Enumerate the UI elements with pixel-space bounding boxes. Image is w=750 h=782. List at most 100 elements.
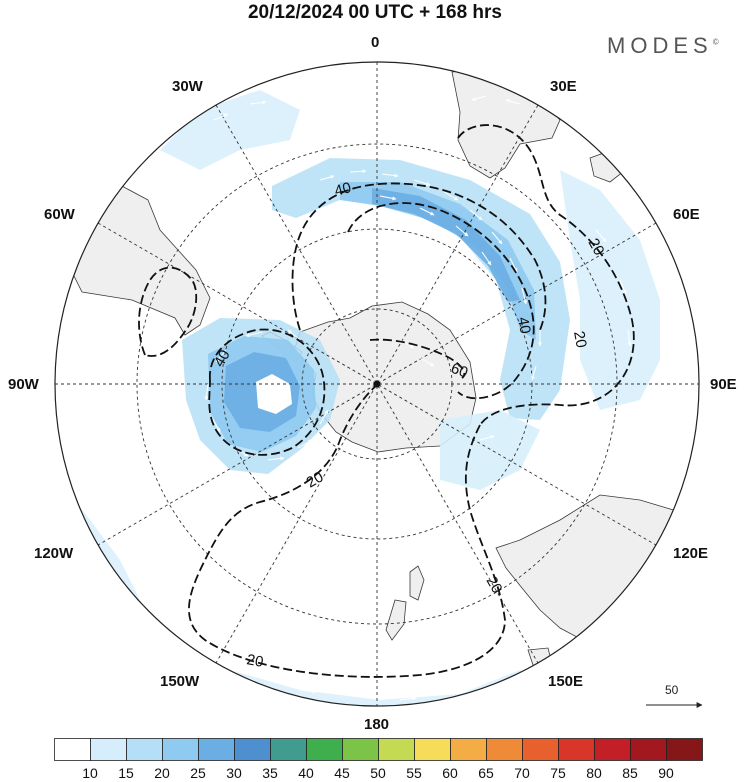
contour-labels: 20 20 20 20 20 40 40 40 60 [211, 179, 608, 671]
wind-vector [399, 696, 417, 701]
colorbar-segment [126, 738, 163, 761]
colorbar-segment [450, 738, 487, 761]
southern-band-shading [440, 410, 540, 490]
colorbar-tick-label: 35 [262, 765, 278, 781]
lon-label-120e: 120E [673, 545, 709, 562]
colorbar-tick-label: 50 [370, 765, 386, 781]
colorbar-tick-label: 75 [550, 765, 566, 781]
lon-label-180: 180 [364, 716, 390, 733]
colorbar-segment [414, 738, 451, 761]
wind-vector [215, 349, 227, 363]
south-atlantic-shading [160, 90, 300, 170]
colorbar-segment [486, 738, 523, 761]
wind-vector [297, 439, 313, 449]
copyright-mark: © [712, 37, 719, 47]
colorbar-segment [630, 738, 667, 761]
wind-vector [469, 677, 485, 685]
jet-band-outer [272, 158, 570, 420]
contour-label-20: 20 [483, 574, 506, 597]
colorbar-segment [54, 738, 91, 761]
wind-vector [419, 207, 435, 216]
isotach-contours [138, 124, 635, 678]
contour-40-jet [347, 202, 535, 400]
colorbar-tick-label: 55 [406, 765, 422, 781]
meridian-60e-120w [97, 222, 657, 546]
contour-40-cyclone [208, 328, 326, 456]
colorbar-tick-label: 60 [442, 765, 458, 781]
wind-vector [521, 287, 528, 305]
lon-label-30e: 30E [550, 78, 577, 95]
colorbar-segment [270, 738, 307, 761]
wind-speed-shading [60, 90, 660, 706]
wind-vector [213, 113, 229, 121]
wind-vector [287, 329, 301, 341]
contour-label-20: 20 [585, 236, 608, 259]
map-boundary [54, 61, 700, 707]
map-title: 20/12/2024 00 UTC + 168 hrs [247, 2, 503, 23]
colorbar [54, 738, 703, 761]
wind-vector [319, 409, 329, 425]
wind-vector [299, 689, 317, 694]
colorbar-tick-label: 45 [334, 765, 350, 781]
colorbar-tick-label: 15 [118, 765, 134, 781]
colorbar-segment [234, 738, 271, 761]
colorbar-tick-label: 70 [514, 765, 530, 781]
wind-vector [627, 329, 632, 347]
wind-vector [413, 179, 431, 186]
wind-vector [479, 435, 495, 441]
wind-vector [481, 251, 492, 266]
contour-20-west [291, 182, 547, 331]
lon-label-60w: 60W [44, 206, 75, 223]
wind-vector [267, 456, 285, 461]
meridian-30w-150e [215, 104, 539, 664]
colorbar-segment [306, 738, 343, 761]
contour-20-northeast [457, 124, 635, 426]
colorbar-segment [90, 738, 127, 761]
new-zealand-north-landmass [409, 565, 425, 601]
contour-label-40: 40 [211, 347, 234, 370]
colorbar-segment [522, 738, 559, 761]
contour-label-20: 20 [245, 651, 264, 671]
contour-20-southamerica [138, 266, 198, 357]
wind-vector [595, 229, 607, 243]
wind-vector [443, 191, 459, 201]
colorbar-tick-label: 90 [658, 765, 674, 781]
colorbar-tick-label: 10 [82, 765, 98, 781]
brand-logo: MODES© [607, 33, 719, 59]
wind-vector [469, 209, 483, 221]
wind-vector [245, 331, 263, 338]
lon-label-60e: 60E [673, 206, 700, 223]
wind-vectors [204, 95, 632, 701]
meridian-60w-120e [97, 222, 657, 546]
wind-vector [491, 231, 503, 245]
jet-core [372, 188, 520, 302]
wind-vector [471, 95, 487, 101]
reference-vector-value: 50 [665, 683, 679, 697]
wind-vector [379, 195, 397, 201]
brand-name: MODES [607, 33, 713, 58]
colorbar-tick-label: 65 [478, 765, 494, 781]
wind-vector [381, 173, 399, 178]
colorbar-tick-label: 30 [226, 765, 242, 781]
colorbar-segment [666, 738, 703, 761]
indian-ocean-shading [560, 170, 660, 410]
lon-label-150e: 150E [548, 673, 584, 690]
wind-vector [509, 257, 518, 273]
meridian-30e-150w [215, 104, 539, 664]
contour-label-60: 60 [449, 360, 470, 382]
lon-label-90w: 90W [8, 376, 39, 393]
lon-label-150w: 150W [160, 673, 200, 690]
colorbar-segment [198, 738, 235, 761]
lon-label-120w: 120W [34, 545, 74, 562]
south-pole-marker [373, 380, 381, 388]
wind-vector [204, 383, 209, 401]
wind-vector [349, 169, 367, 174]
wind-vector [249, 100, 267, 105]
contour-label-40: 40 [514, 316, 534, 335]
colorbar-tick-label: 20 [154, 765, 170, 781]
colorbar-tick-label: 80 [586, 765, 602, 781]
colorbar-tick-label: 85 [622, 765, 638, 781]
contour-60-antarctic [369, 338, 466, 379]
wind-vector [619, 279, 627, 295]
colorbar-segment [558, 738, 595, 761]
